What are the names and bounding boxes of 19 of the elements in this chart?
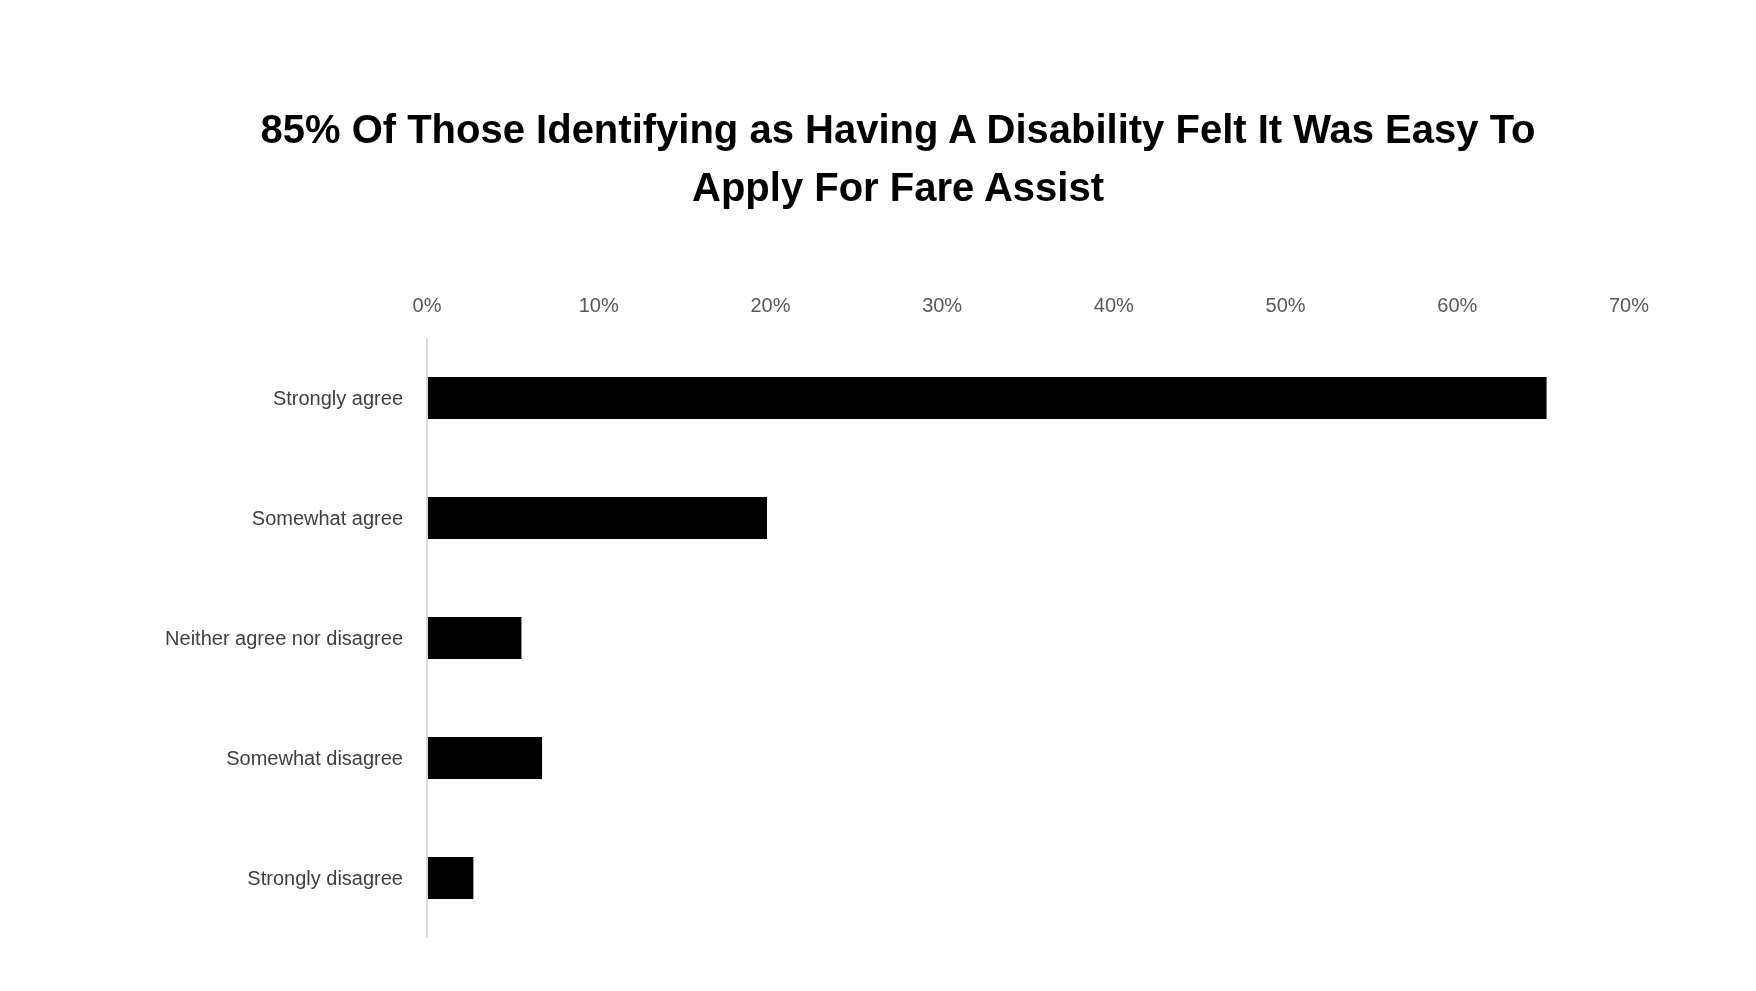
bar <box>427 617 522 659</box>
x-tick-label: 40% <box>1093 294 1135 316</box>
bar <box>427 737 543 779</box>
x-tick-label: 70% <box>1608 294 1650 316</box>
y-tick-label: Somewhat disagree <box>226 747 403 769</box>
y-tick-label: Neither agree nor disagree <box>165 627 403 649</box>
x-tick-label: 10% <box>578 294 619 316</box>
bar <box>427 497 767 539</box>
bar <box>427 377 1547 419</box>
y-tick-label: Strongly agree <box>272 387 403 409</box>
x-tick-label: 0% <box>412 294 442 316</box>
x-tick-label: 20% <box>750 294 791 316</box>
x-tick-label: 30% <box>922 294 963 316</box>
bar <box>427 857 474 899</box>
y-tick-label: Somewhat agree <box>251 507 403 529</box>
y-tick-label: Strongly disagree <box>247 867 403 889</box>
chart-title: 85% Of Those Identifying as Having A Disability Felt It Was Easy To Apply For Fare Assist <box>260 107 1536 209</box>
x-tick-label: 50% <box>1265 294 1306 316</box>
x-tick-label: 60% <box>1437 294 1478 316</box>
